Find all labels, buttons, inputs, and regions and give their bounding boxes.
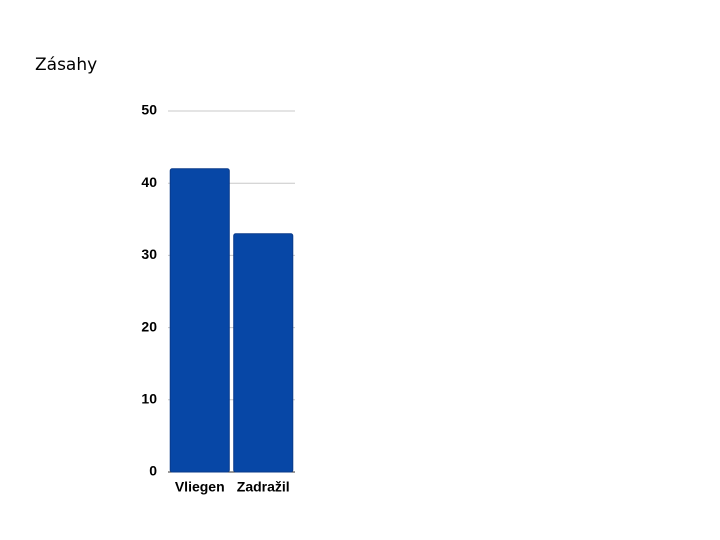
bar — [169, 168, 230, 473]
y-tick-label: 20 — [141, 318, 157, 334]
y-tick-label: 40 — [141, 174, 157, 190]
x-tick-label: Zadražil — [237, 479, 290, 495]
y-tick-label: 10 — [141, 391, 157, 407]
chart-title: Zásahy — [35, 55, 97, 75]
bar — [233, 233, 294, 473]
y-tick-label: 30 — [141, 246, 157, 262]
x-tick-label: Vliegen — [175, 479, 225, 495]
y-tick-label: 0 — [149, 463, 157, 479]
y-tick-label: 50 — [141, 102, 157, 118]
